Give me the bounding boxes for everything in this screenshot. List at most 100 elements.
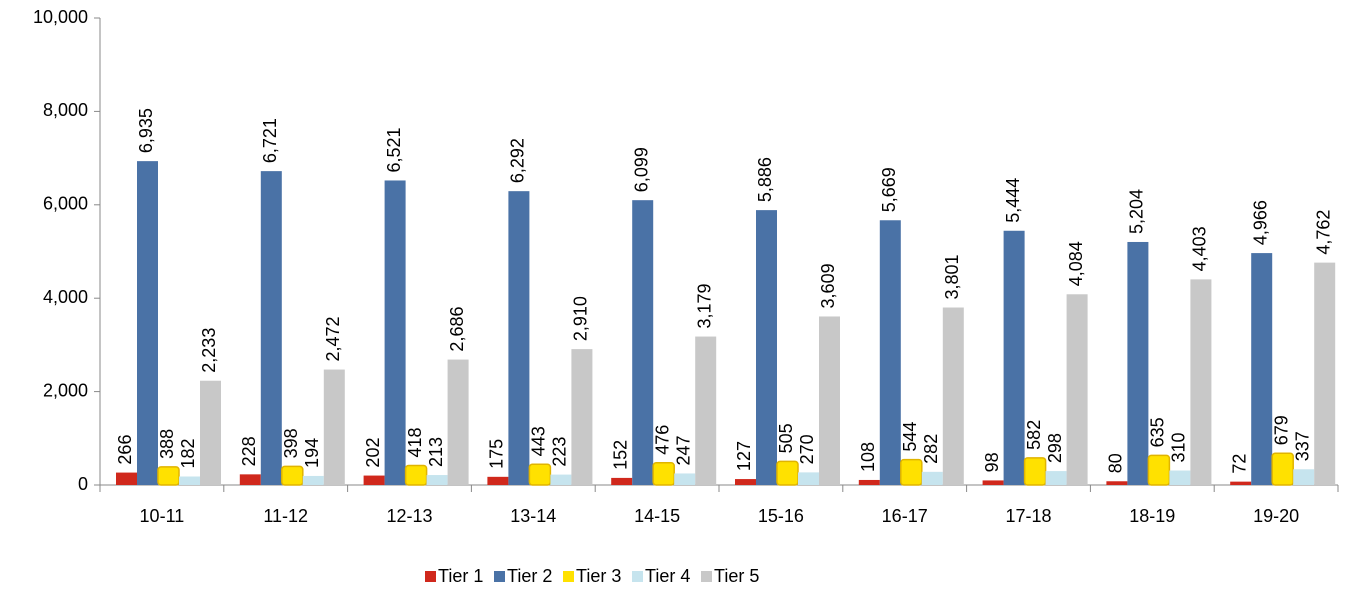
bar <box>323 369 345 485</box>
bar <box>281 465 304 486</box>
x-tick-label: 13-14 <box>510 506 556 526</box>
data-label: 213 <box>426 437 446 467</box>
data-label: 6,099 <box>631 147 651 192</box>
data-label: 5,886 <box>755 157 775 202</box>
bar <box>137 161 158 485</box>
x-tick-label: 19-20 <box>1253 506 1299 526</box>
data-label: 388 <box>157 429 177 459</box>
bar <box>942 307 964 485</box>
data-label: 202 <box>363 438 383 468</box>
legend-label: Tier 5 <box>714 566 759 586</box>
bar <box>1147 454 1171 486</box>
data-label: 127 <box>734 441 754 471</box>
data-label: 4,084 <box>1066 241 1086 286</box>
data-label: 679 <box>1271 415 1291 445</box>
x-tick-label: 10-11 <box>140 506 185 526</box>
bar <box>157 466 180 486</box>
bar <box>384 180 406 485</box>
data-label: 298 <box>1045 433 1065 463</box>
bar <box>1293 469 1315 485</box>
data-label: 443 <box>529 426 549 456</box>
bar <box>611 477 633 485</box>
bar <box>1314 262 1336 485</box>
data-label: 282 <box>921 434 941 464</box>
bar <box>1066 294 1088 485</box>
bar <box>1190 279 1212 485</box>
data-label: 175 <box>487 439 507 469</box>
bar <box>1106 481 1128 485</box>
data-label: 6,292 <box>508 138 528 183</box>
bar <box>302 475 324 485</box>
bar <box>239 474 261 485</box>
legend-label: Tier 4 <box>645 566 690 586</box>
bar <box>819 316 840 485</box>
bar <box>447 359 469 485</box>
data-label: 2,686 <box>447 307 467 352</box>
bar <box>404 464 428 486</box>
legend-swatch <box>632 571 643 582</box>
data-label: 544 <box>900 422 920 452</box>
data-label: 247 <box>673 435 693 465</box>
bar <box>260 171 282 485</box>
data-label: 2,472 <box>323 317 343 362</box>
data-label: 266 <box>115 435 135 465</box>
bar <box>528 463 552 486</box>
bar <box>116 472 137 485</box>
legend-swatch <box>494 571 505 582</box>
data-label: 505 <box>776 423 796 453</box>
x-tick-label: 17-18 <box>1005 506 1051 526</box>
data-label: 635 <box>1148 417 1168 447</box>
bar <box>756 210 777 486</box>
data-label: 310 <box>1169 432 1189 462</box>
data-label: 152 <box>610 440 630 470</box>
data-label: 582 <box>1024 420 1044 450</box>
bar <box>879 220 901 486</box>
data-label: 337 <box>1292 431 1312 461</box>
data-label: 4,762 <box>1313 210 1333 255</box>
bar <box>1127 241 1149 485</box>
bar <box>695 336 717 485</box>
data-label: 2,233 <box>199 328 219 373</box>
y-tick-label: 8,000 <box>43 100 88 120</box>
legend-swatch <box>563 571 574 582</box>
legend-swatch <box>425 571 436 582</box>
bar <box>858 479 880 485</box>
bar <box>1271 452 1294 486</box>
bar <box>571 349 593 485</box>
x-tick-label: 15-16 <box>758 506 804 526</box>
data-label: 476 <box>652 425 672 455</box>
x-tick-label: 14-15 <box>634 506 680 526</box>
bar <box>508 191 530 485</box>
bar <box>487 476 509 485</box>
data-label: 4,966 <box>1250 200 1270 245</box>
data-label: 228 <box>239 436 259 466</box>
data-label: 5,669 <box>879 167 899 212</box>
data-label: 418 <box>405 427 425 457</box>
x-tick-label: 18-19 <box>1129 506 1175 526</box>
data-label: 72 <box>1229 454 1249 474</box>
y-tick-label: 6,000 <box>43 194 88 214</box>
bar <box>674 473 696 485</box>
bar <box>550 474 572 485</box>
bar <box>1169 470 1191 485</box>
data-label: 223 <box>550 437 570 467</box>
bar <box>921 471 943 485</box>
data-label: 5,444 <box>1003 178 1023 223</box>
data-label: 3,609 <box>818 263 838 308</box>
bar <box>982 480 1004 485</box>
data-label: 98 <box>982 452 1002 472</box>
legend-swatch <box>701 571 712 582</box>
data-label: 194 <box>302 438 322 468</box>
bar <box>1045 471 1067 485</box>
bar <box>363 475 385 485</box>
legend-label: Tier 3 <box>576 566 621 586</box>
bar <box>652 462 675 486</box>
data-label: 108 <box>858 442 878 472</box>
bar <box>200 380 221 485</box>
bar <box>1251 253 1273 485</box>
bar <box>1230 481 1252 485</box>
bar <box>632 200 654 485</box>
data-label: 6,521 <box>384 127 404 172</box>
y-tick-label: 4,000 <box>43 287 88 307</box>
